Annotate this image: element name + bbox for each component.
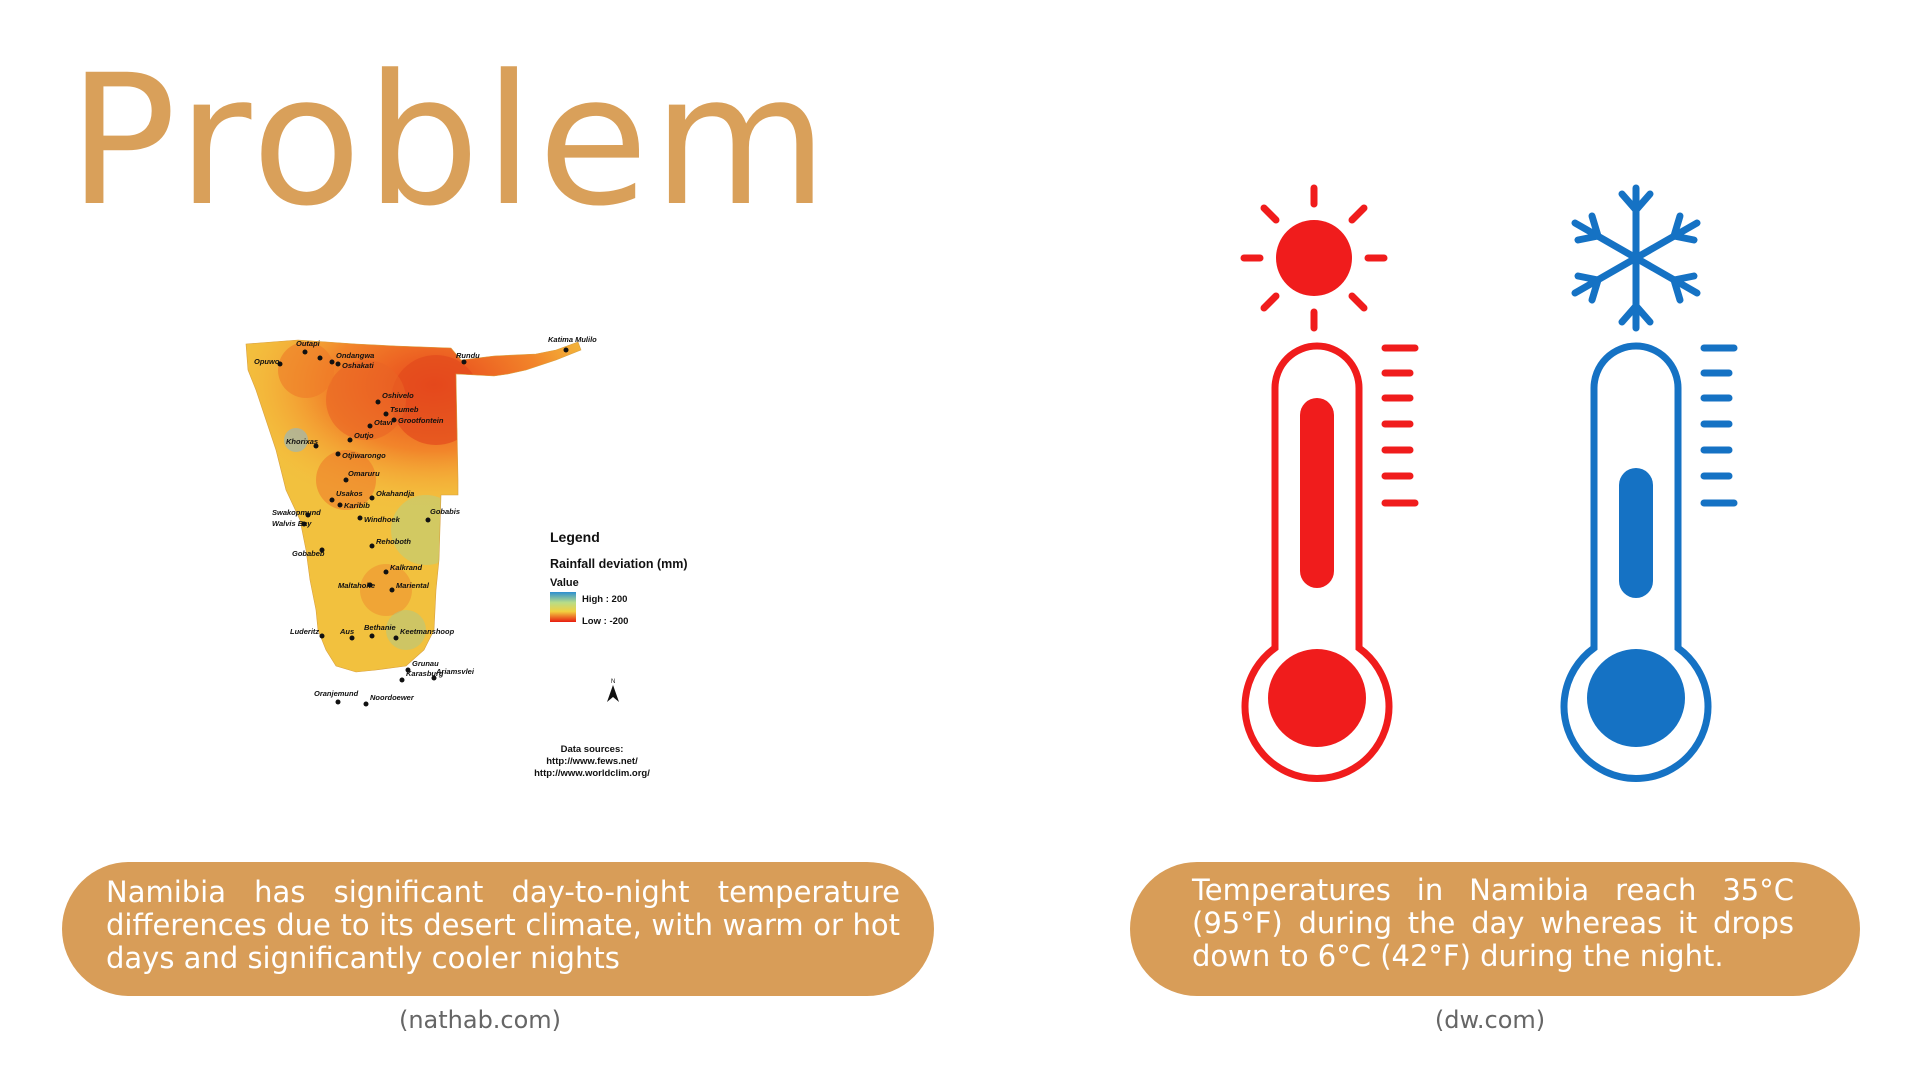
town-label-ondangwa: Ondangwa — [336, 351, 374, 360]
right-caption-box: Temperatures in Namibia reach 35°C (95°F… — [1130, 862, 1860, 996]
town-label-karibib: Karibib — [344, 501, 370, 510]
town-label-opuwo: Opuwo — [254, 357, 280, 366]
map-town-markers — [277, 347, 569, 707]
legend-high-label: High : 200 — [582, 594, 627, 605]
town-label-maltahohe: Maltahohe — [338, 581, 375, 590]
legend-low-label: Low : -200 — [582, 616, 628, 627]
town-label-tsumeb: Tsumeb — [390, 405, 419, 414]
temperature-illustration — [1220, 178, 1780, 828]
town-label-windhoek: Windhoek — [364, 515, 401, 524]
thermometer-hot-icon — [1241, 342, 1419, 782]
town-label-keetmanshoop: Keetmanshoop — [400, 627, 455, 636]
town-label-usakos: Usakos — [336, 489, 363, 498]
north-label: N — [611, 679, 615, 685]
town-label-okahandja: Okahandja — [376, 489, 414, 498]
town-label-rundu: Rundu — [456, 351, 480, 360]
map-sources-title: Data sources: — [561, 744, 624, 755]
legend-title: Legend — [550, 529, 600, 545]
sun-icon — [1240, 184, 1388, 332]
right-caption-text: Temperatures in Namibia reach 35°C (95°F… — [1192, 873, 1794, 973]
town-label-grunau: Grunau — [412, 659, 439, 668]
left-caption-text: Namibia has significant day-to-night tem… — [106, 875, 900, 975]
town-label-gobabeb: Gobabeb — [292, 549, 325, 558]
town-label-bethanie: Bethanie — [364, 623, 396, 632]
town-label-outapi: Outapi — [296, 339, 321, 348]
town-label-khorixas: Khorixas — [286, 437, 318, 446]
map-source-2: http://www.worldclim.org/ — [534, 768, 650, 779]
map-source-1: http://www.fews.net/ — [546, 756, 638, 767]
north-arrow-icon: N — [607, 679, 619, 702]
legend-color-ramp — [550, 592, 576, 622]
town-label-rehoboth: Rehoboth — [376, 537, 411, 546]
town-label-swakopmund: Swakopmund — [272, 508, 321, 517]
town-label-gobabis: Gobabis — [430, 507, 460, 516]
town-label-karasburg: Karasburg — [406, 669, 444, 678]
town-label-mariental: Mariental — [396, 581, 430, 590]
right-source: (dw.com) — [1434, 1006, 1546, 1034]
legend-subtitle: Rainfall deviation (mm) — [550, 557, 688, 571]
slide-title: Problem — [68, 37, 832, 246]
town-label-aus: Aus — [339, 627, 354, 636]
town-label-oranjemund: Oranjemund — [314, 689, 359, 698]
town-label-omaruru: Omaruru — [348, 469, 380, 478]
town-label-outjo: Outjo — [354, 431, 374, 440]
town-label-ariamsvlei: Ariamsvlei — [435, 667, 475, 676]
legend-value-label: Value — [550, 577, 579, 589]
thermometer-cold-icon — [1560, 342, 1738, 782]
town-label-walvis: Walvis Bay — [272, 519, 312, 528]
town-label-luderitz: Luderitz — [290, 627, 319, 636]
town-label-otavi: Otavi — [374, 418, 394, 427]
town-label-katima: Katima Mulilo — [548, 335, 597, 344]
left-source: (nathab.com) — [398, 1006, 562, 1034]
town-label-grootfontein: Grootfontein — [398, 416, 444, 425]
snowflake-icon — [1571, 184, 1701, 332]
town-label-otjiwarongo: Otjiwarongo — [342, 451, 386, 460]
town-label-noordoewer: Noordoewer — [370, 693, 415, 702]
town-label-kalkrand: Kalkrand — [390, 563, 423, 572]
rainfall-map: Outapi Oshakati Ondangwa Opuwo Rundu Kat… — [236, 330, 726, 800]
town-label-oshakati: Oshakati — [342, 361, 375, 370]
left-caption-box: Namibia has significant day-to-night tem… — [62, 862, 934, 996]
rainfall-map-graphic: Outapi Oshakati Ondangwa Opuwo Rundu Kat… — [245, 335, 688, 779]
town-label-oshivelo: Oshivelo — [382, 391, 414, 400]
